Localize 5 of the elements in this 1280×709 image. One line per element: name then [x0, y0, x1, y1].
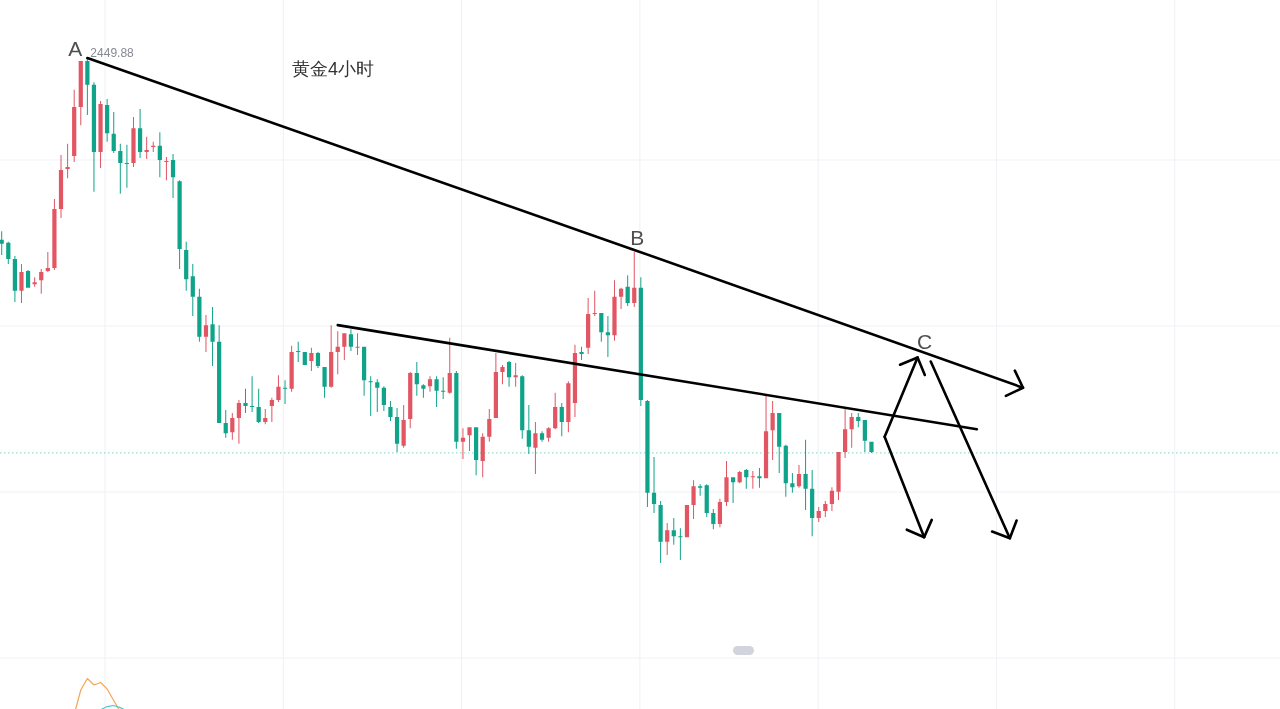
- annotation: C: [917, 329, 933, 353]
- chart-title: 黄金4小时: [292, 59, 375, 79]
- annotation: A: [68, 37, 83, 60]
- annotation: B: [630, 225, 645, 249]
- annotation: 2449.88: [90, 46, 135, 60]
